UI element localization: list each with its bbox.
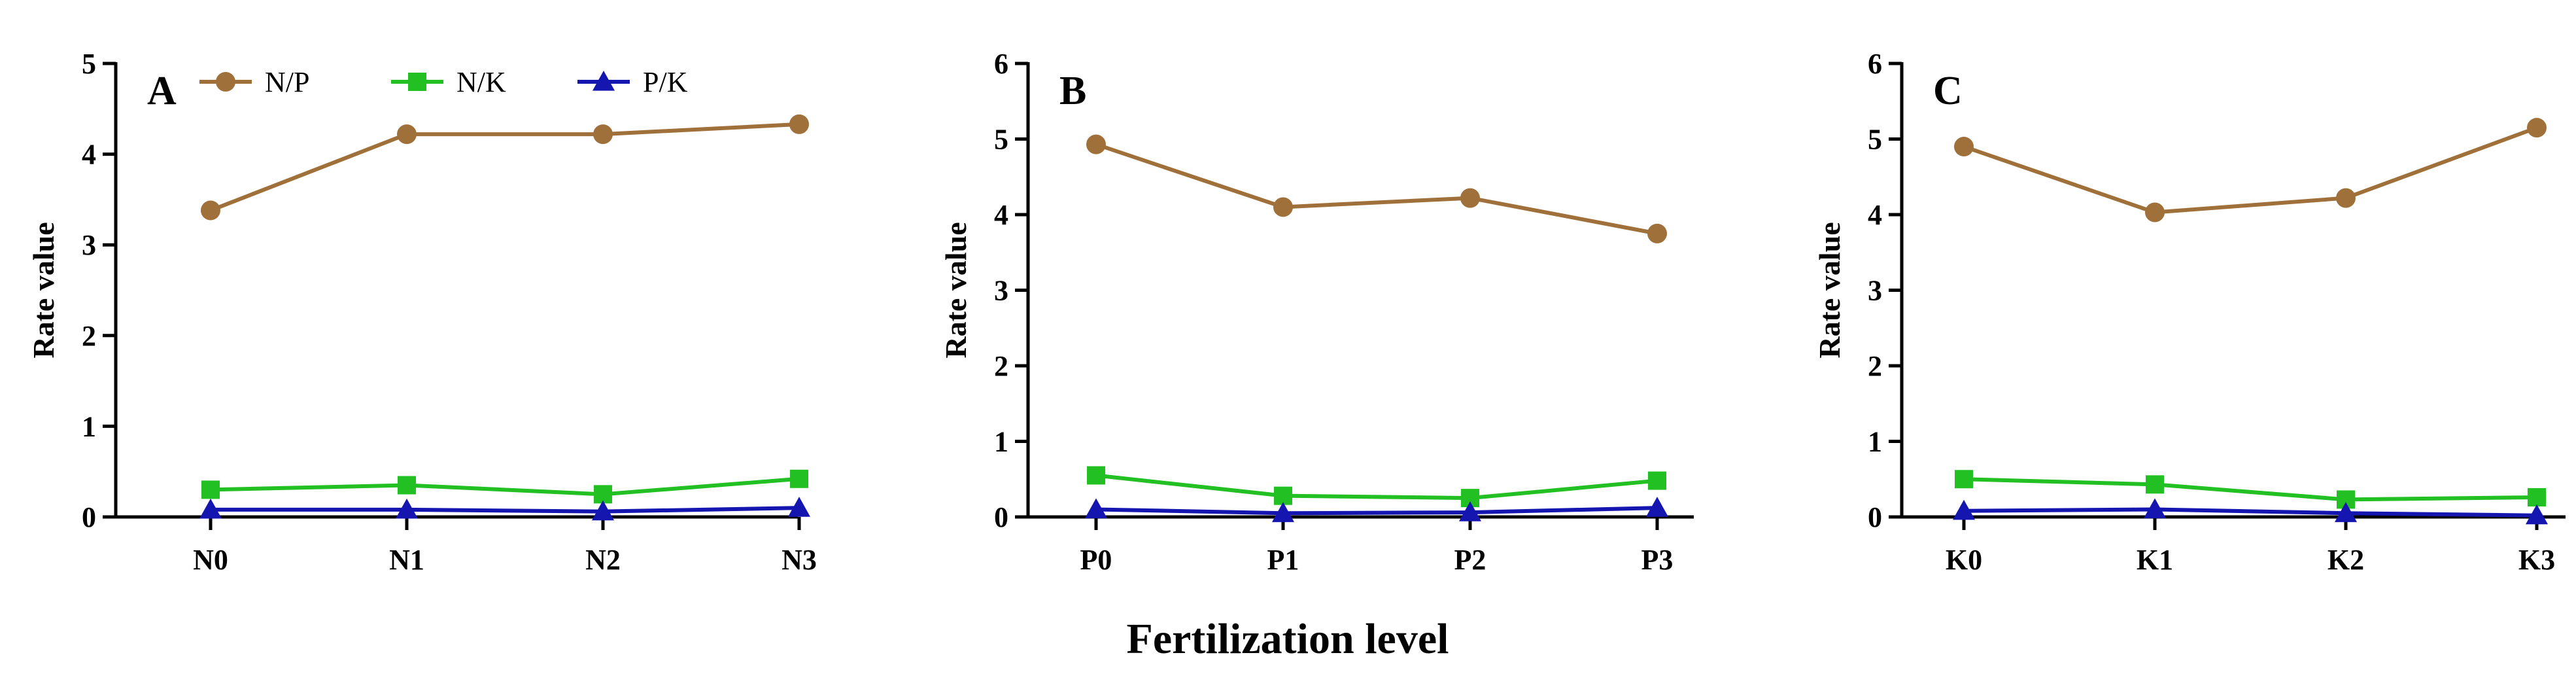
series-line-n-p [1095, 142, 1658, 236]
y-axis-title: Rate value [1813, 222, 1846, 358]
data-point-n-p [2527, 118, 2547, 138]
x-tick-label: K0 [1946, 544, 1982, 576]
data-point-p-k [199, 498, 222, 519]
y-tick-label: 0 [1868, 501, 1882, 533]
data-point-p-k [2526, 504, 2548, 525]
data-point-p-k [1953, 499, 1975, 520]
series-line-p-k [211, 506, 800, 514]
x-tick-label: N0 [193, 544, 228, 576]
data-point-n-p [1273, 197, 1293, 217]
series-line-n-k [1963, 477, 2537, 502]
y-axis-title: Rate value [27, 222, 60, 358]
y-tick-label: 4 [994, 199, 1008, 231]
y-tick-label: 4 [1868, 199, 1882, 231]
data-point-n-k [594, 485, 612, 504]
data-point-p-k [1646, 497, 1668, 517]
panels: 0 1 2 3 4 5 N0 N1 N2 N3 Rate value A N/P N/K P/K 0 1 2 3 4 5… [27, 48, 2566, 576]
data-point-p-k [1085, 498, 1107, 519]
data-point-n-p [789, 114, 809, 134]
panel-b: 0 1 2 3 4 5 6 P0 P1 P2 P3 Rate value B [939, 48, 1694, 576]
data-point-n-k [1955, 470, 1973, 489]
data-point-n-p [593, 124, 613, 145]
data-point-n-p [1086, 134, 1106, 154]
data-point-p-k [396, 498, 418, 519]
data-point-n-p [201, 200, 220, 221]
y-tick-label: 3 [82, 229, 96, 261]
y-tick-label: 6 [994, 48, 1008, 80]
data-point-n-k [1274, 486, 1292, 505]
y-tick-label: 6 [1868, 48, 1882, 80]
data-point-p-k [1459, 501, 1481, 522]
panel-letter: C [1933, 69, 1963, 113]
x-axis-title: Fertilization level [1127, 615, 1449, 663]
legend-marker [592, 71, 615, 91]
y-tick-label: 1 [1868, 426, 1882, 458]
x-tick-label: N1 [389, 544, 424, 576]
series-line-n-k [210, 476, 800, 497]
data-point-n-k [1087, 466, 1105, 485]
data-point-p-k [2144, 498, 2166, 519]
x-tick-label: K3 [2518, 544, 2555, 576]
series-line-n-k [1095, 473, 1658, 501]
y-tick-label: 2 [1868, 350, 1882, 382]
y-tick-label: 1 [82, 410, 96, 442]
legend-label: N/P [265, 66, 309, 98]
data-point-n-k [2146, 475, 2164, 494]
data-point-n-p [2336, 188, 2356, 208]
x-tick-label: K2 [2327, 544, 2364, 576]
data-point-n-p [1954, 137, 1974, 157]
data-point-p-k [592, 500, 614, 521]
legend-label: P/K [643, 66, 688, 98]
data-point-n-p [397, 124, 417, 145]
x-tick-label: N2 [585, 544, 621, 576]
y-tick-label: 2 [994, 350, 1008, 382]
panel-a: 0 1 2 3 4 5 N0 N1 N2 N3 Rate value A N/P N/K P/K [27, 48, 817, 576]
data-point-n-k [201, 480, 220, 499]
y-tick-label: 1 [994, 426, 1008, 458]
legend: N/P N/K P/K [199, 66, 688, 98]
data-point-n-p [2145, 202, 2165, 222]
legend-marker [216, 72, 235, 92]
y-tick-label: 0 [82, 501, 96, 533]
y-tick-label: 0 [994, 501, 1008, 533]
series-line-n-p [1963, 126, 2538, 215]
series-line-p-k [1963, 507, 2537, 518]
x-tick-label: P0 [1080, 544, 1112, 576]
y-axis-title: Rate value [939, 222, 972, 358]
y-tick-label: 5 [1868, 124, 1882, 156]
data-point-n-k [2528, 487, 2546, 506]
data-point-p-k [1272, 502, 1294, 522]
legend-label: N/K [456, 66, 506, 98]
y-tick-label: 3 [994, 275, 1008, 307]
panel-c: 0 1 2 3 4 5 6 K0 K1 K2 K3 Rate value C [1813, 48, 2566, 576]
data-point-p-k [788, 497, 810, 517]
panel-letter: B [1059, 69, 1086, 113]
data-point-n-k [790, 469, 808, 488]
panel-letter: A [147, 69, 177, 113]
x-tick-label: K1 [2137, 544, 2173, 576]
x-tick-label: P1 [1267, 544, 1299, 576]
x-tick-label: N3 [781, 544, 817, 576]
data-point-n-p [1647, 223, 1667, 243]
x-tick-label: P2 [1454, 544, 1486, 576]
y-tick-label: 5 [82, 48, 96, 80]
x-tick-label: P3 [1641, 544, 1674, 576]
data-point-n-k [1648, 471, 1666, 490]
y-tick-label: 5 [994, 124, 1008, 156]
y-tick-label: 2 [82, 320, 96, 352]
series-line-n-p [209, 122, 800, 213]
data-point-n-k [398, 476, 416, 495]
data-point-p-k [2335, 502, 2357, 522]
legend-marker [408, 73, 426, 91]
series-line-p-k [1095, 506, 1658, 516]
y-tick-label: 4 [82, 139, 96, 171]
y-tick-label: 3 [1868, 275, 1882, 307]
data-point-n-p [1460, 188, 1480, 208]
